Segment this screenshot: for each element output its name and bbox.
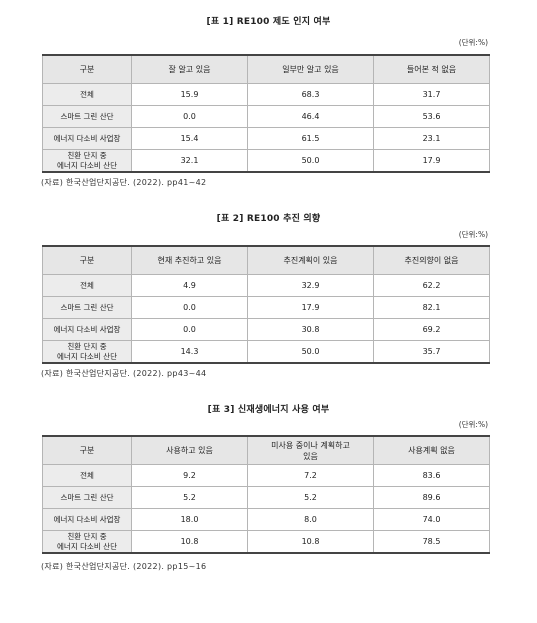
table-cell: 7.2 bbox=[247, 464, 374, 487]
table-row: 에너지 다소비 사업장 0.0 30.8 69.2 bbox=[42, 318, 490, 341]
row-label: 에너지 다소비 사업장 bbox=[42, 318, 132, 341]
table-cell: 17.9 bbox=[247, 296, 374, 319]
table-cell: 15.4 bbox=[131, 127, 248, 150]
table-row: 스마트 그린 산단 0.0 17.9 82.1 bbox=[42, 296, 490, 319]
table-cell: 61.5 bbox=[247, 127, 374, 150]
column-header: 구분 bbox=[42, 245, 132, 275]
header-row: 구분 잘 알고 있음 일부만 알고 있음 들어본 적 없음 bbox=[42, 54, 490, 84]
table-cell: 30.8 bbox=[247, 318, 374, 341]
data-table: 구분 잘 알고 있음 일부만 알고 있음 들어본 적 없음 전체 15.9 68.3 31.7… bbox=[42, 54, 490, 173]
table-cell: 5.2 bbox=[131, 486, 248, 509]
table-row: 전체 15.9 68.3 31.7 bbox=[42, 83, 490, 106]
table-cell: 8.0 bbox=[247, 508, 374, 531]
table-cell: 15.9 bbox=[131, 83, 248, 106]
row-label: 스마트 그린 산단 bbox=[42, 105, 132, 128]
table-cell: 5.2 bbox=[247, 486, 374, 509]
table-cell: 50.0 bbox=[247, 340, 374, 364]
table-cell: 83.6 bbox=[373, 464, 490, 487]
row-label: 스마트 그린 산단 bbox=[42, 486, 132, 509]
column-header: 일부만 알고 있음 bbox=[247, 54, 374, 84]
table-cell: 0.0 bbox=[131, 105, 248, 128]
source-note: (자료) 한국산업단지공단. (2022). pp15~16 bbox=[41, 562, 207, 571]
table-cell: 14.3 bbox=[131, 340, 248, 364]
source-note: (자료) 한국산업단지공단. (2022). pp41~42 bbox=[41, 178, 207, 187]
table-cell: 9.2 bbox=[131, 464, 248, 487]
table-cell: 68.3 bbox=[247, 83, 374, 106]
row-label: 친환 단지 중 에너지 다소비 산단 bbox=[42, 530, 132, 554]
table-cell: 18.0 bbox=[131, 508, 248, 531]
table-cell: 62.2 bbox=[373, 274, 490, 297]
table-row: 친환 단지 중 에너지 다소비 산단 32.1 50.0 17.9 bbox=[42, 149, 490, 173]
table-cell: 46.4 bbox=[247, 105, 374, 128]
row-label: 친환 단지 중 에너지 다소비 산단 bbox=[42, 340, 132, 364]
table-cell: 32.9 bbox=[247, 274, 374, 297]
table-cell: 10.8 bbox=[131, 530, 248, 554]
table-cell: 31.7 bbox=[373, 83, 490, 106]
table-cell: 69.2 bbox=[373, 318, 490, 341]
unit-label: (단위:%) bbox=[458, 230, 488, 239]
column-header: 구분 bbox=[42, 435, 132, 465]
table-cell: 4.9 bbox=[131, 274, 248, 297]
column-header: 추진의향이 없음 bbox=[373, 245, 490, 275]
table-row: 전체 4.9 32.9 62.2 bbox=[42, 274, 490, 297]
table-cell: 17.9 bbox=[373, 149, 490, 173]
table-row: 에너지 다소비 사업장 15.4 61.5 23.1 bbox=[42, 127, 490, 150]
table-caption: [표 1] RE100 제도 인지 여부 bbox=[206, 17, 331, 27]
row-label: 에너지 다소비 사업장 bbox=[42, 508, 132, 531]
table-cell: 0.0 bbox=[131, 318, 248, 341]
table-row: 스마트 그린 산단 0.0 46.4 53.6 bbox=[42, 105, 490, 128]
table-cell: 10.8 bbox=[247, 530, 374, 554]
table-cell: 82.1 bbox=[373, 296, 490, 319]
row-label: 전체 bbox=[42, 464, 132, 487]
header-row: 구분 사용하고 있음 미사용 중이나 계획하고 있음 사용계획 없음 bbox=[42, 435, 490, 465]
data-table: 구분 사용하고 있음 미사용 중이나 계획하고 있음 사용계획 없음 전체 9.2 7.2 8… bbox=[42, 435, 490, 554]
table-row: 친환 단지 중 에너지 다소비 산단 14.3 50.0 35.7 bbox=[42, 340, 490, 364]
column-header: 추진계획이 있음 bbox=[247, 245, 374, 275]
unit-label: (단위:%) bbox=[458, 38, 488, 47]
unit-label: (단위:%) bbox=[458, 420, 488, 429]
row-label: 스마트 그린 산단 bbox=[42, 296, 132, 319]
table-row: 스마트 그린 산단 5.2 5.2 89.6 bbox=[42, 486, 490, 509]
table-cell: 32.1 bbox=[131, 149, 248, 173]
table-cell: 53.6 bbox=[373, 105, 490, 128]
table-cell: 50.0 bbox=[247, 149, 374, 173]
column-header: 현재 추진하고 있음 bbox=[131, 245, 248, 275]
table-caption: [표 2] RE100 추진 의향 bbox=[216, 214, 321, 224]
table-cell: 0.0 bbox=[131, 296, 248, 319]
source-note: (자료) 한국산업단지공단. (2022). pp43~44 bbox=[41, 369, 207, 378]
column-header: 사용계획 없음 bbox=[373, 435, 490, 465]
table-cell: 74.0 bbox=[373, 508, 490, 531]
column-header: 미사용 중이나 계획하고 있음 bbox=[247, 435, 374, 465]
header-row: 구분 현재 추진하고 있음 추진계획이 있음 추진의향이 없음 bbox=[42, 245, 490, 275]
column-header: 잘 알고 있음 bbox=[131, 54, 248, 84]
table-cell: 78.5 bbox=[373, 530, 490, 554]
row-label: 친환 단지 중 에너지 다소비 산단 bbox=[42, 149, 132, 173]
table-cell: 23.1 bbox=[373, 127, 490, 150]
table-row: 에너지 다소비 사업장 18.0 8.0 74.0 bbox=[42, 508, 490, 531]
row-label: 전체 bbox=[42, 274, 132, 297]
data-table: 구분 현재 추진하고 있음 추진계획이 있음 추진의향이 없음 전체 4.9 32.9 62.… bbox=[42, 245, 490, 364]
column-header: 들어본 적 없음 bbox=[373, 54, 490, 84]
row-label: 전체 bbox=[42, 83, 132, 106]
column-header: 사용하고 있음 bbox=[131, 435, 248, 465]
table-cell: 35.7 bbox=[373, 340, 490, 364]
table-row: 전체 9.2 7.2 83.6 bbox=[42, 464, 490, 487]
row-label: 에너지 다소비 사업장 bbox=[42, 127, 132, 150]
column-header: 구분 bbox=[42, 54, 132, 84]
table-caption: [표 3] 신재생에너지 사용 여부 bbox=[207, 405, 330, 415]
table-row: 친환 단지 중 에너지 다소비 산단 10.8 10.8 78.5 bbox=[42, 530, 490, 554]
table-cell: 89.6 bbox=[373, 486, 490, 509]
